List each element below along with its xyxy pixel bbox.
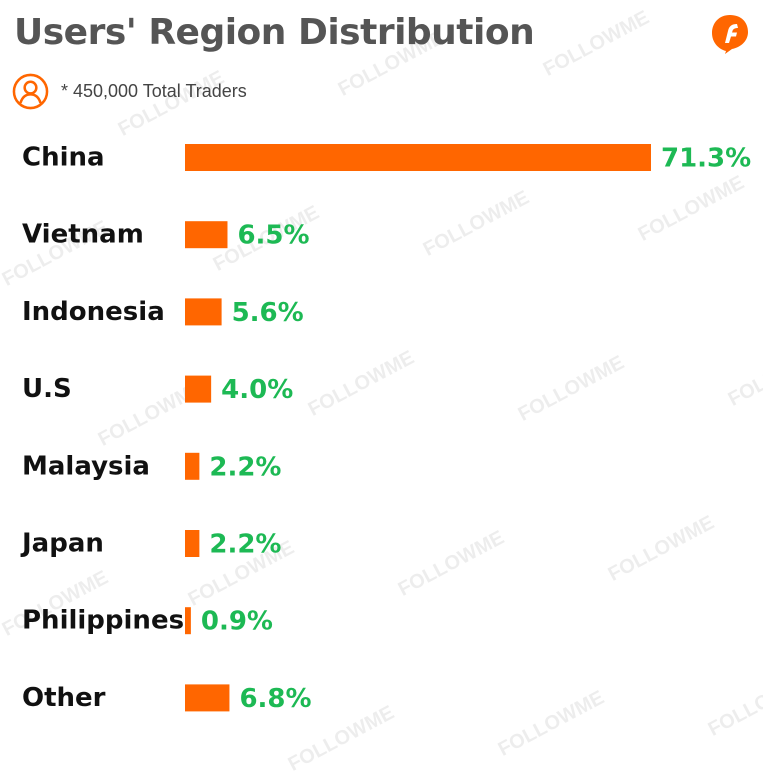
bar-other	[185, 684, 230, 712]
bar-malaysia	[185, 452, 200, 480]
category-label: Vietnam	[22, 220, 144, 250]
value-label: 4.0%	[221, 375, 293, 405]
bar-japan	[185, 530, 200, 557]
value-label: 6.5%	[237, 221, 309, 251]
category-label: Japan	[20, 529, 104, 559]
value-label: 5.6%	[232, 298, 304, 328]
bar-indonesia	[185, 298, 222, 326]
category-label: U.S	[22, 374, 72, 404]
category-label: Malaysia	[22, 451, 150, 481]
bar-vietnam	[185, 221, 228, 249]
value-label: 6.8%	[239, 684, 311, 714]
bar-us	[185, 375, 212, 403]
subtitle-total-traders: * 450,000 Total Traders	[61, 80, 247, 101]
category-label: Indonesia	[22, 297, 165, 327]
value-label: 2.2%	[209, 452, 281, 482]
bar-china	[185, 144, 651, 171]
bar-philippines	[185, 607, 191, 635]
category-label: Other	[22, 683, 106, 713]
value-label: 0.9%	[201, 607, 273, 637]
page-title: Users' Region Distribution	[14, 12, 535, 53]
followme-logo-icon	[712, 15, 748, 54]
user-icon	[12, 73, 49, 109]
category-label: Philippines	[22, 606, 184, 636]
value-label: 2.2%	[209, 530, 281, 560]
value-label: 71.3%	[661, 144, 751, 174]
subtitle-row: * 450,000 Total Traders	[12, 72, 247, 110]
category-label: China	[22, 143, 105, 173]
